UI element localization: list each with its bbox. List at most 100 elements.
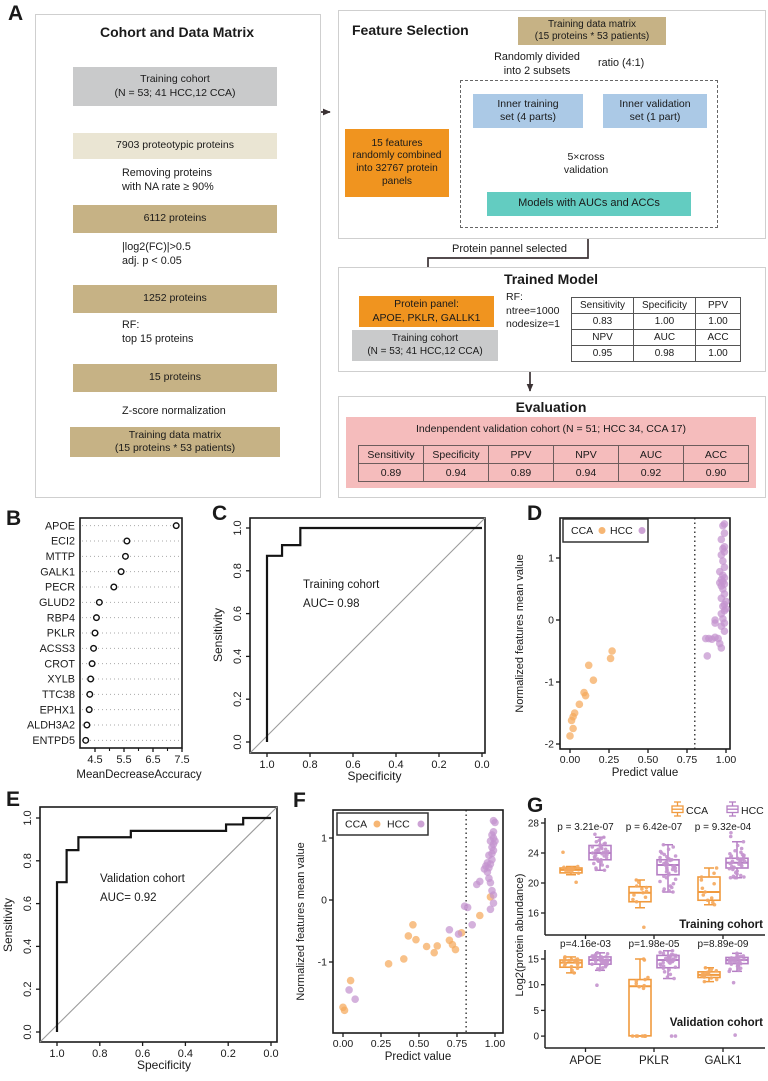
chance-line [249,517,486,754]
svg-text:ALDH3A2: ALDH3A2 [27,720,75,732]
series-HCC [345,816,499,1003]
ev-header: PPV [488,445,554,464]
svg-text:ECI2: ECI2 [51,536,75,548]
svg-text:1.00: 1.00 [716,754,737,766]
svg-text:5: 5 [533,1006,539,1017]
svg-text:AUC= 0.92: AUC= 0.92 [100,892,157,904]
boxplot-HCC-PKLR [656,948,680,1038]
legend: CCA HCC [562,518,649,543]
svg-text:-2: -2 [545,739,554,751]
svg-text:0.8: 0.8 [92,1048,107,1060]
svg-text:0.8: 0.8 [232,563,244,578]
svg-text:0.2: 0.2 [22,982,34,997]
svg-text:p = 6.42e-07: p = 6.42e-07 [626,822,683,833]
ev-header: ACC [683,445,749,464]
svg-text:p = 9.32e-04: p = 9.32e-04 [695,822,752,833]
svg-text:0.8: 0.8 [22,853,34,868]
svg-text:AUC= 0.98: AUC= 0.98 [303,598,360,610]
fc-filter-note: |log2(FC)|>0.5 adj. p < 0.05 [122,241,191,268]
svg-text:CCA: CCA [345,819,367,831]
tm-cell: Sensitivity [571,297,634,314]
svg-text:p = 3.21e-07: p = 3.21e-07 [557,822,614,833]
zscore-note: Z-score normalization [122,405,226,417]
panel-label-a: A [8,2,24,25]
svg-text:Sensitivity: Sensitivity [211,608,225,662]
svg-text:7.5: 7.5 [174,754,189,766]
training-cohort-box: Training cohort (N = 53; 41 HCC,12 CCA) [73,67,277,106]
svg-text:EPHX1: EPHX1 [40,704,75,716]
svg-text:RBP4: RBP4 [47,612,75,624]
svg-text:0.8: 0.8 [302,759,317,771]
panel-label-g: G [527,794,544,817]
evaluation-title: Evaluation [515,399,587,415]
rf-params-note: RF: ntree=1000 nodesize=1 [506,291,561,331]
svg-text:APOE: APOE [570,1055,602,1067]
inner-validation-box: Inner validation set (1 part) [603,94,707,128]
boxplot-CCA-GALK1 [697,866,721,907]
cohort-panel-title: Cohort and Data Matrix [99,24,254,40]
svg-text:0.0: 0.0 [474,759,489,771]
svg-text:5.5: 5.5 [116,754,131,766]
svg-text:0.00: 0.00 [333,1038,354,1050]
svg-text:Validation cohort: Validation cohort [670,1017,763,1029]
tm-cell: 1.00 [695,313,741,330]
svg-text:0.50: 0.50 [409,1038,430,1050]
svg-text:Predict value: Predict value [612,767,678,779]
tm-cell: ACC [695,329,741,346]
svg-text:0.75: 0.75 [447,1038,468,1050]
panel-label-f: F [293,789,306,812]
ev-value: 0.89 [358,463,424,482]
svg-text:Training cohort: Training cohort [303,579,380,591]
svg-text:-1: -1 [545,677,554,689]
proteins-6112-box: 6112 proteins [73,205,277,233]
svg-text:PKLR: PKLR [47,628,75,640]
svg-text:20: 20 [528,879,540,890]
svg-text:1: 1 [321,833,327,845]
svg-text:0.0: 0.0 [22,1024,34,1039]
svg-text:0.4: 0.4 [232,649,244,664]
svg-text:Sensitivity: Sensitivity [1,898,15,952]
tm-cell: 1.00 [695,345,741,362]
svg-text:1.0: 1.0 [259,759,274,771]
svg-text:p=1.98e-05: p=1.98e-05 [629,939,680,950]
ev-value: 0.92 [618,463,684,482]
svg-text:HCC: HCC [610,525,633,537]
panel-label-d: D [527,502,543,525]
ev-header: Sensitivity [358,445,424,464]
cv-dashed-frame [460,80,718,228]
svg-text:1.0: 1.0 [232,520,244,535]
boxplot-CCA-APOE [559,850,583,885]
svg-text:Log2(protein abundance): Log2(protein abundance) [514,874,526,997]
box-panel-1: 0 5 10 15 p=4.16e-03 p=1.98e-05 p=8.89e-09 Vali… [528,939,765,1052]
na-filter-note: Removing proteins with NA rate ≥ 90% [122,167,214,194]
svg-text:0.4: 0.4 [388,759,403,771]
feature-selection-title: Feature Selection [352,22,469,38]
svg-text:Specificity: Specificity [347,769,401,783]
svg-text:0.0: 0.0 [263,1048,278,1060]
svg-text:1.0: 1.0 [49,1048,64,1060]
trained-model-title: Trained Model [503,271,599,287]
svg-text:0.25: 0.25 [371,1038,392,1050]
boxplot-HCC-APOE [588,951,612,988]
boxplot-CCA-APOE [559,955,583,975]
evaluation-metrics-table: Sensitivity Specificity PPV NPV AUC ACC … [358,445,749,482]
svg-text:0.2: 0.2 [232,692,244,707]
tm-cell: 1.00 [633,313,696,330]
svg-text:6.5: 6.5 [145,754,160,766]
validation-predict-scatter: 0.00 0.25 0.50 0.75 1.00 -1 0 1 CCA HCC Predict va… [295,809,505,1063]
svg-text:GALK1: GALK1 [40,566,75,578]
protein-abundance-boxplots: 16 20 24 28 p = 3.21e-07 p = 6.42e-07 p = 9.32… [514,801,765,1067]
svg-text:0: 0 [533,1032,539,1043]
boxplot-CCA-PKLR [628,878,652,930]
svg-text:0.75: 0.75 [677,754,698,766]
series-HCC [701,520,730,660]
tm-cell: NPV [571,329,634,346]
ratio-note: ratio (4:1) [598,57,645,69]
box-panel-0: 16 20 24 28 p = 3.21e-07 p = 6.42e-07 p = 9.32… [528,818,765,939]
training-matrix-box: Training data matrix (15 proteins * 53 p… [70,427,280,457]
svg-text:0: 0 [548,615,554,627]
svg-text:XYLB: XYLB [47,674,75,686]
svg-text:15: 15 [528,955,540,966]
split-note: Randomly divided into 2 subsets [494,51,580,78]
